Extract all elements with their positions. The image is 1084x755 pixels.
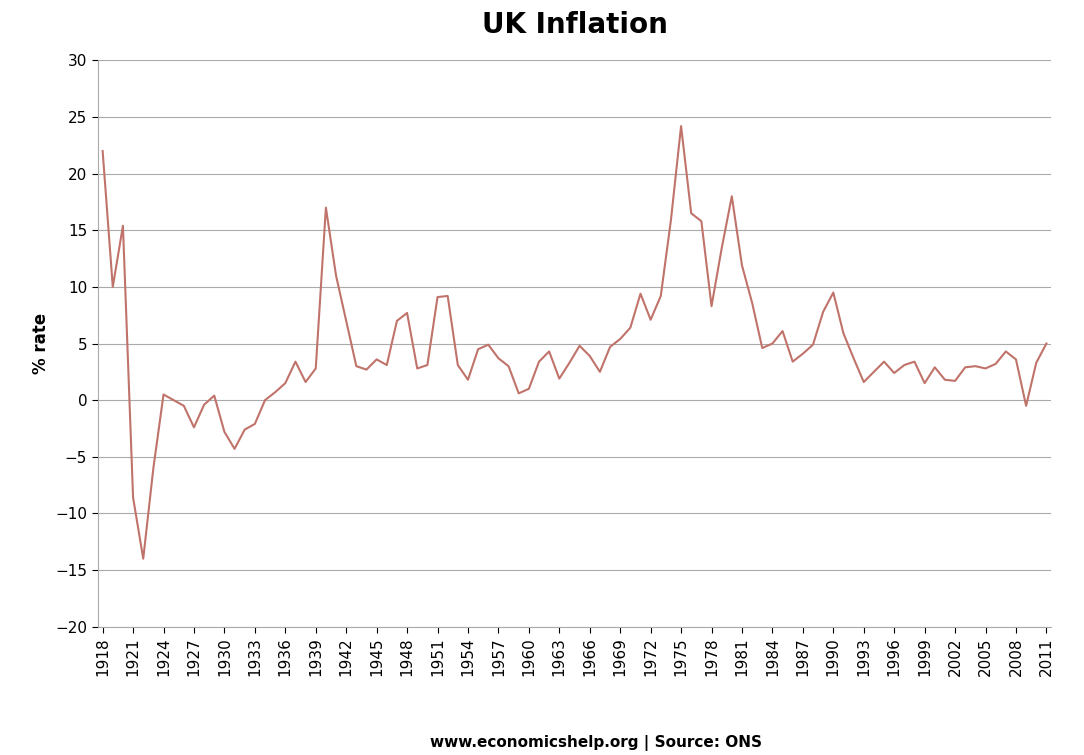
Text: www.economicshelp.org | Source: ONS: www.economicshelp.org | Source: ONS xyxy=(430,735,762,751)
Title: UK Inflation: UK Inflation xyxy=(481,11,668,39)
Y-axis label: % rate: % rate xyxy=(31,313,50,374)
